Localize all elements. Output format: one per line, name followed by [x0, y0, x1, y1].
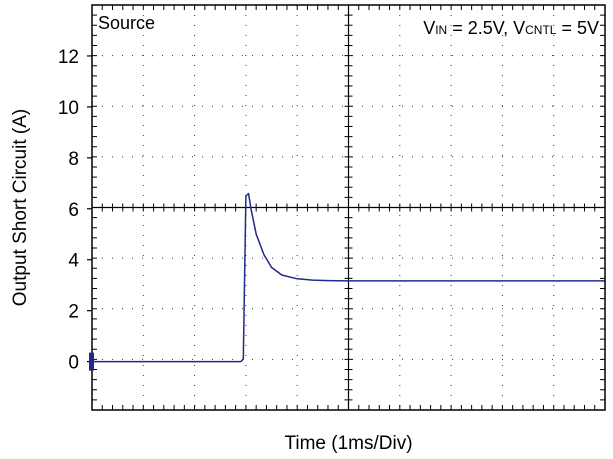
- source-annotation: Source: [98, 13, 155, 33]
- y-tick-label: 6: [68, 200, 79, 221]
- series-layer: [92, 192, 605, 363]
- v1-value: = 2.5V,: [447, 18, 513, 38]
- y-tick-label: 8: [68, 149, 79, 170]
- x-axis-label: Time (1ms/Div): [284, 433, 412, 454]
- y-tick-label: 10: [58, 98, 79, 119]
- y-tick-label: 12: [58, 47, 79, 68]
- y-tick-label: 2: [68, 302, 79, 323]
- condition-annotation: VIN = 2.5V, VCNTL = 5V: [423, 18, 599, 38]
- v2-value: = 5V: [556, 18, 599, 38]
- grid: [91, 4, 606, 411]
- y-tick-label: 4: [68, 251, 79, 272]
- y-tick-labels: 0 2 4 6 8 10 12: [58, 47, 94, 374]
- y-axis-label: Output Short Circuit (A): [10, 109, 31, 306]
- y-tick-label: 0: [68, 353, 79, 374]
- v2-subscript: CNTL: [525, 23, 557, 37]
- ground-marker: [89, 352, 94, 371]
- plot-frame: [91, 4, 606, 411]
- v2-letter: V: [513, 18, 525, 38]
- v1-subscript: IN: [435, 23, 447, 37]
- series-line: [92, 192, 605, 363]
- v1-letter: V: [423, 18, 435, 38]
